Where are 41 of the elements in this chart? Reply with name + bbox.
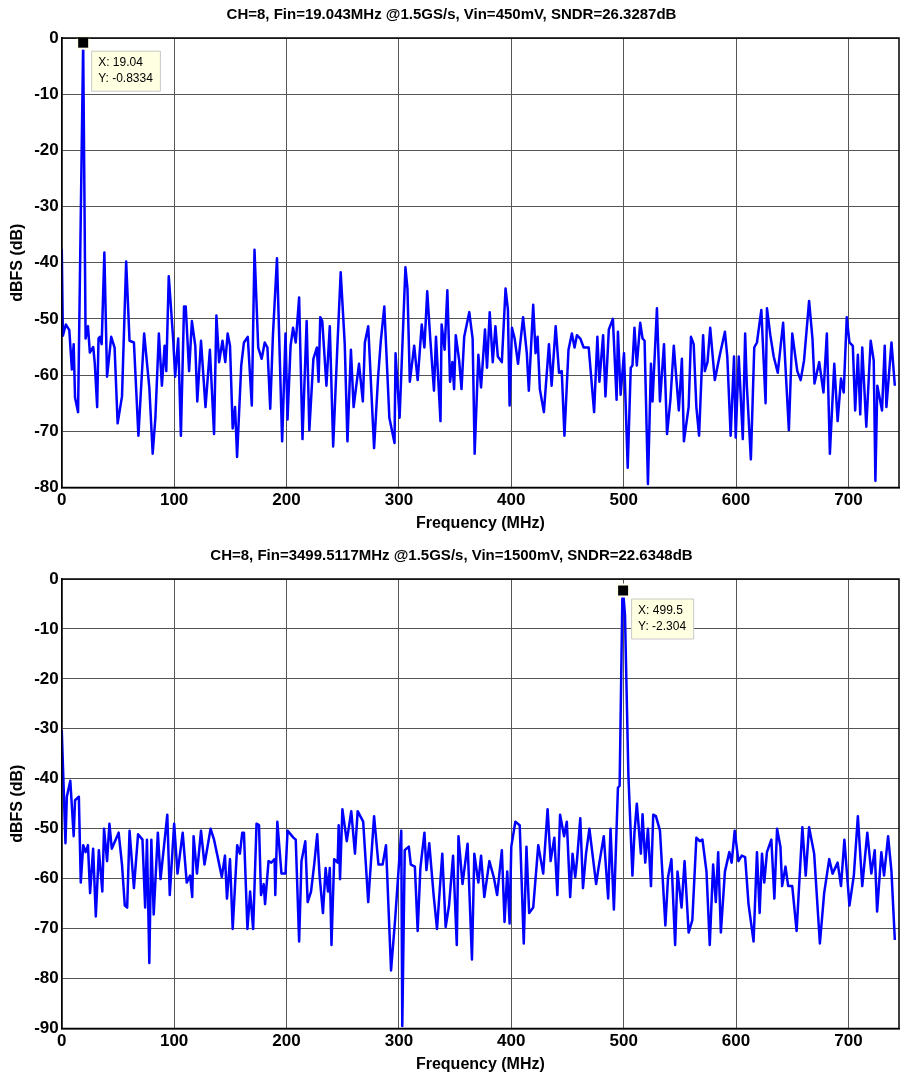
y-tick-label: -60 [34,364,59,384]
y-tick-label: -10 [34,83,59,103]
x-tick-label: 700 [834,490,863,510]
x-tick-label: 500 [609,490,638,510]
x-tick-label: 200 [272,490,301,510]
x-axis-title: Frequency (MHz) [415,513,545,531]
x-tick-label: 300 [384,1031,414,1051]
y-tick-label: -30 [34,196,59,216]
y-tick-label: -40 [34,768,59,788]
y-tick-label: -20 [34,668,59,688]
y-tick-label: -80 [34,968,59,988]
annotation: X: 19.04 Y: -0.8334 [98,54,154,85]
x-tick-label: 600 [721,1031,751,1051]
y-tick-label: -40 [34,252,59,272]
y-tick-label: 0 [49,27,59,47]
y-tick-label: 0 [49,568,59,588]
annotation: X: 499.5 Y: -2.304 [638,602,687,633]
x-tick-label: 400 [497,490,526,510]
x-tick-label: 300 [384,490,414,510]
y-tick-label: -30 [34,718,59,738]
x-tick-label: 700 [834,1031,863,1051]
y-axis-title: dBFS (dB) [8,223,26,302]
y-tick-label: -10 [34,618,59,638]
chart-title: CH=8, Fin=19.043MHz @1.5GS/s, Vin=450mV, SNDR=26.3287dB [226,5,677,23]
x-tick-label: 400 [497,1031,526,1051]
x-tick-label: 200 [272,1031,301,1051]
y-axis-title: dBFS (dB) [8,764,26,843]
y-tick-label: -20 [34,140,59,160]
x-tick-label: 600 [721,490,751,510]
x-axis-title: Frequency (MHz) [415,1054,545,1072]
y-tick-label: -90 [34,1018,59,1038]
y-tick-label: -60 [34,868,59,888]
y-tick-label: -80 [34,477,59,497]
y-tick-label: -70 [34,918,59,938]
x-tick-label: 500 [609,1031,638,1051]
x-tick-label: 100 [159,490,189,510]
y-tick-label: -70 [34,420,59,440]
x-tick-label: 100 [159,1031,189,1051]
chart-title: CH=8, Fin=3499.5117MHz @1.5GS/s, Vin=1500mV, SNDR=22.6348dB [210,546,693,564]
y-tick-label: -50 [34,308,59,328]
y-tick-label: -50 [34,818,59,838]
